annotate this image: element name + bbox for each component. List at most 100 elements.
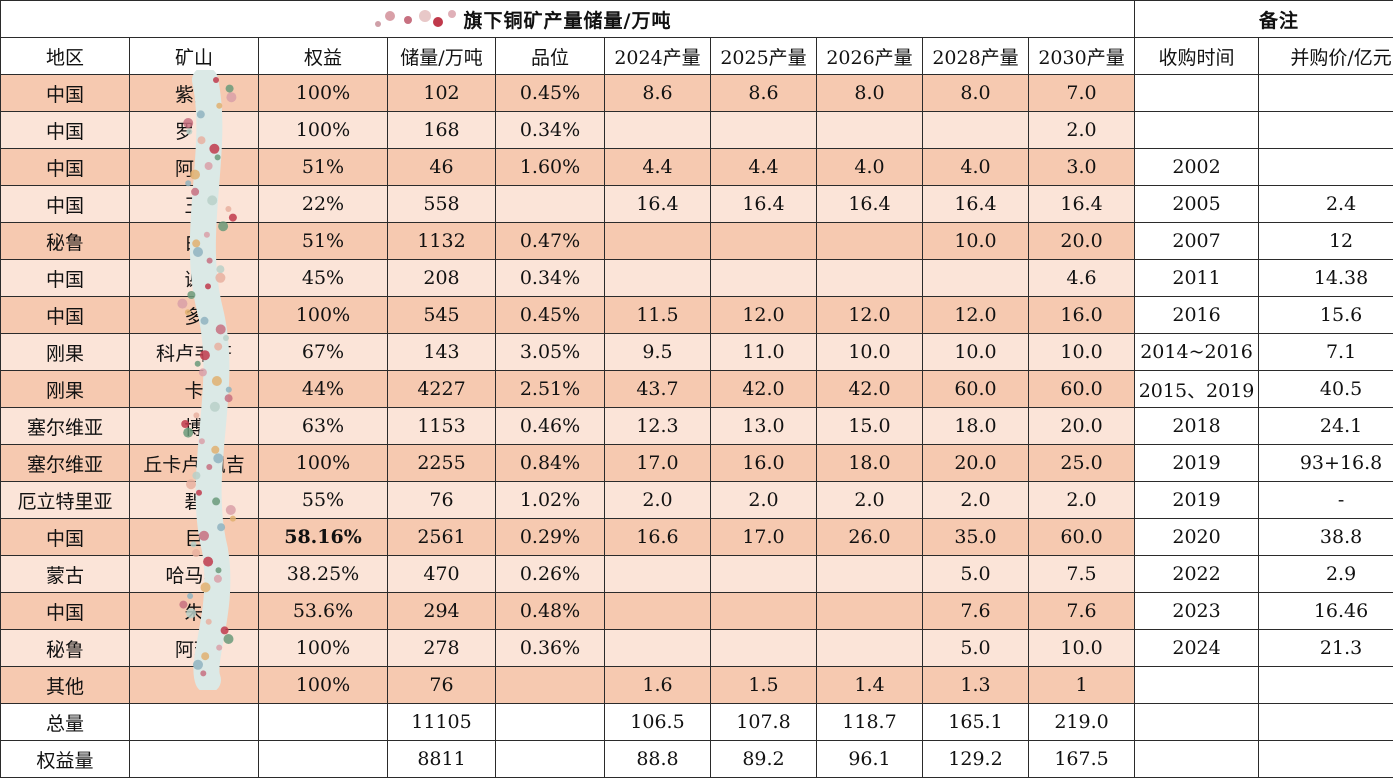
region-cell: 刚果 — [0, 370, 130, 408]
prod-2024-cell: 1.6 — [604, 666, 711, 704]
prod-2026-cell: 15.0 — [816, 407, 923, 445]
prod-2028-cell: 2.0 — [922, 481, 1029, 519]
prod-2024-cell: 9.5 — [604, 333, 711, 371]
table-row: 中国 阿舍 51% 46 1.60% 4.4 4.4 4.0 4.0 3.0 2002 — [0, 148, 1393, 186]
prod-2030-cell: 20.0 — [1027, 407, 1136, 445]
acquisition-time-cell — [1134, 111, 1260, 149]
prod-2026-cell: 8.0 — [816, 74, 923, 112]
acquisition-price-cell: 2.4 — [1258, 185, 1393, 223]
prod-2028-cell: 16.4 — [922, 185, 1029, 223]
grade-cell: 1.02% — [495, 481, 605, 519]
mine-cell: 卡 — [129, 370, 259, 408]
acquisition-price-cell — [1258, 111, 1393, 149]
region-cell: 秘鲁 — [0, 222, 130, 260]
acquisition-time-cell: 2016 — [1134, 296, 1260, 334]
totals-value: 96.1 — [816, 740, 923, 778]
table-title: 旗下铜矿产量储量/万吨 — [0, 0, 1136, 38]
prod-2028-cell: 10.0 — [922, 333, 1029, 371]
prod-2028-cell: 35.0 — [922, 518, 1029, 556]
mine-cell: 巨 — [129, 518, 259, 556]
mine-cell: 阿瑞 — [129, 629, 259, 667]
mine-cell: 哈马泰 — [129, 555, 259, 593]
grade-cell: 2.51% — [495, 370, 605, 408]
grade-cell — [495, 185, 605, 223]
prod-2025-cell: 8.6 — [710, 74, 817, 112]
prod-2028-cell: 60.0 — [922, 370, 1029, 408]
acquisition-price-cell: - — [1258, 481, 1393, 519]
region-cell: 塞尔维亚 — [0, 444, 130, 482]
equity-cell: 44% — [258, 370, 388, 408]
reserve-cell: 294 — [387, 592, 496, 630]
prod-2024-cell: 2.0 — [604, 481, 711, 519]
totals-value: 8811 — [387, 740, 496, 778]
prod-2025-cell: 11.0 — [710, 333, 817, 371]
prod-2024-cell: 17.0 — [604, 444, 711, 482]
reserve-cell: 2561 — [387, 518, 496, 556]
reserve-cell: 2255 — [387, 444, 496, 482]
column-header: 并购价/亿元 — [1258, 37, 1393, 75]
prod-2028-cell: 12.0 — [922, 296, 1029, 334]
equity-cell: 100% — [258, 629, 388, 667]
mine-cell: 碧 — [129, 481, 259, 519]
grade-cell: 0.36% — [495, 629, 605, 667]
region-cell: 厄立特里亚 — [0, 481, 130, 519]
title-row: 旗下铜矿产量储量/万吨 备注 — [0, 0, 1393, 38]
equity-cell: 63% — [258, 407, 388, 445]
prod-2030-cell: 25.0 — [1027, 444, 1136, 482]
prod-2030-cell: 16.0 — [1027, 296, 1136, 334]
totals-value: 11105 — [387, 703, 496, 741]
prod-2026-cell: 12.0 — [816, 296, 923, 334]
prod-2030-cell: 7.0 — [1027, 74, 1136, 112]
table-row: 中国 紫金 100% 102 0.45% 8.6 8.6 8.0 8.0 7.0 — [0, 74, 1393, 112]
prod-2024-cell: 16.4 — [604, 185, 711, 223]
prod-2024-cell: 8.6 — [604, 74, 711, 112]
equity-cell: 100% — [258, 296, 388, 334]
acquisition-price-cell — [1258, 666, 1393, 704]
prod-2024-cell — [604, 555, 711, 593]
equity-cell: 100% — [258, 666, 388, 704]
column-header: 2025产量 — [710, 37, 817, 75]
region-cell: 中国 — [0, 148, 130, 186]
prod-2024-cell: 4.4 — [604, 148, 711, 186]
prod-2030-cell: 4.6 — [1027, 259, 1136, 297]
prod-2025-cell: 4.4 — [710, 148, 817, 186]
acquisition-time-cell — [1134, 74, 1260, 112]
equity-cell: 100% — [258, 444, 388, 482]
equity-cell: 53.6% — [258, 592, 388, 630]
column-header: 权益 — [258, 37, 388, 75]
table-row: 蒙古 哈马泰 38.25% 470 0.26% 5.0 7.5 2022 2.9 — [0, 555, 1393, 593]
prod-2026-cell — [816, 222, 923, 260]
prod-2025-cell: 16.0 — [710, 444, 817, 482]
prod-2026-cell — [816, 259, 923, 297]
reserve-cell: 76 — [387, 481, 496, 519]
prod-2026-cell: 16.4 — [816, 185, 923, 223]
prod-2026-cell: 2.0 — [816, 481, 923, 519]
column-header: 矿山 — [129, 37, 259, 75]
equity-cell: 38.25% — [258, 555, 388, 593]
totals-row: 总量 11105 106.5 107.8 118.7 165.1 219.0 — [0, 703, 1393, 741]
column-header: 2030产量 — [1027, 37, 1136, 75]
acquisition-time-cell: 2007 — [1134, 222, 1260, 260]
table-row: 中国多 100% 545 0.45% 11.5 12.0 12.0 12.0 16.0 2016 1… — [0, 296, 1393, 334]
mine-cell: 博 — [129, 407, 259, 445]
prod-2026-cell: 26.0 — [816, 518, 923, 556]
acquisition-price-cell: 93+16.8 — [1258, 444, 1393, 482]
equity-cell: 58.16% — [258, 518, 388, 556]
prod-2024-cell — [604, 111, 711, 149]
prod-2025-cell — [710, 555, 817, 593]
prod-2025-cell: 13.0 — [710, 407, 817, 445]
acquisition-time-cell: 2005 — [1134, 185, 1260, 223]
acquisition-price-cell: 15.6 — [1258, 296, 1393, 334]
prod-2030-cell: 10.0 — [1027, 333, 1136, 371]
acquisition-price-cell: 14.38 — [1258, 259, 1393, 297]
prod-2030-cell: 7.6 — [1027, 592, 1136, 630]
region-cell: 中国 — [0, 259, 130, 297]
acquisition-time-cell: 2015、2019 — [1134, 370, 1260, 408]
mine-cell: 白 — [129, 222, 259, 260]
acquisition-price-cell: 2.9 — [1258, 555, 1393, 593]
prod-2026-cell: 18.0 — [816, 444, 923, 482]
grade-cell: 0.34% — [495, 259, 605, 297]
acquisition-price-cell: 12 — [1258, 222, 1393, 260]
prod-2025-cell: 17.0 — [710, 518, 817, 556]
region-cell: 中国 — [0, 74, 130, 112]
